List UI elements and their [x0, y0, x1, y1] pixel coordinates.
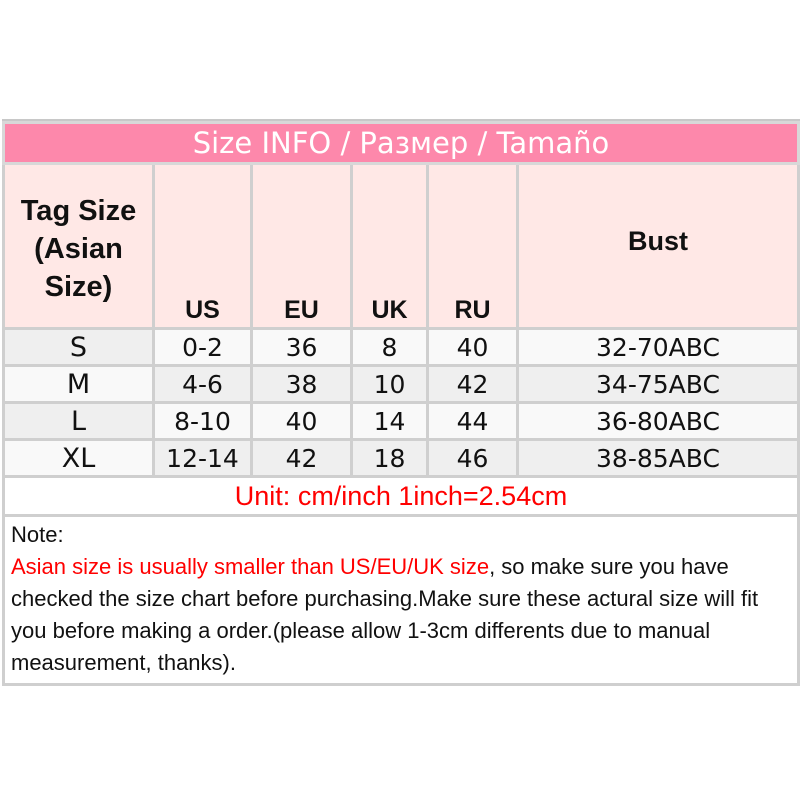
cell-us: 4-6: [152, 364, 253, 404]
header-row: Tag Size (Asian Size) US EU UK RU Bust: [2, 162, 800, 330]
cell-eu: 38: [250, 364, 353, 404]
table-row: M 4-6 38 10 42 34-75ABC: [2, 364, 800, 404]
cell-uk: 18: [350, 438, 429, 478]
table-row: S 0-2 36 8 40 32-70ABC: [2, 327, 800, 367]
cell-eu: 42: [250, 438, 353, 478]
size-chart: Size INFO / Размер / Tamaño Tag Size (As…: [2, 119, 800, 686]
header-eu: EU: [250, 162, 353, 330]
cell-size: S: [2, 327, 155, 367]
cell-us: 0-2: [152, 327, 253, 367]
cell-bust: 32-70ABC: [516, 327, 800, 367]
cell-ru: 42: [426, 364, 519, 404]
header-ru: RU: [426, 162, 519, 330]
header-us: US: [152, 162, 253, 330]
cell-uk: 8: [350, 327, 429, 367]
size-table: Size INFO / Размер / Tamaño Tag Size (As…: [2, 121, 800, 686]
cell-ru: 46: [426, 438, 519, 478]
cell-bust: 38-85ABC: [516, 438, 800, 478]
cell-us: 12-14: [152, 438, 253, 478]
note-warning: Asian size is usually smaller than US/EU…: [11, 554, 490, 579]
cell-ru: 44: [426, 401, 519, 441]
cell-us: 8-10: [152, 401, 253, 441]
header-bust: Bust: [516, 162, 800, 330]
unit-note: Unit: cm/inch 1inch=2.54cm: [2, 475, 800, 517]
cell-uk: 10: [350, 364, 429, 404]
cell-eu: 36: [250, 327, 353, 367]
header-uk: UK: [350, 162, 429, 330]
table-title: Size INFO / Размер / Tamaño: [2, 121, 800, 165]
header-tag-size: Tag Size (Asian Size): [2, 162, 155, 330]
cell-size: M: [2, 364, 155, 404]
note-label: Note:: [11, 522, 64, 547]
table-row: XL 12-14 42 18 46 38-85ABC: [2, 438, 800, 478]
cell-uk: 14: [350, 401, 429, 441]
note-body: , so make sure you have checked the size…: [11, 554, 759, 675]
table-row: L 8-10 40 14 44 36-80ABC: [2, 401, 800, 441]
cell-bust: 34-75ABC: [516, 364, 800, 404]
cell-bust: 36-80ABC: [516, 401, 800, 441]
cell-size: L: [2, 401, 155, 441]
cell-ru: 40: [426, 327, 519, 367]
cell-eu: 40: [250, 401, 353, 441]
note-block: Note: Asian size is usually smaller than …: [2, 514, 800, 686]
cell-size: XL: [2, 438, 155, 478]
